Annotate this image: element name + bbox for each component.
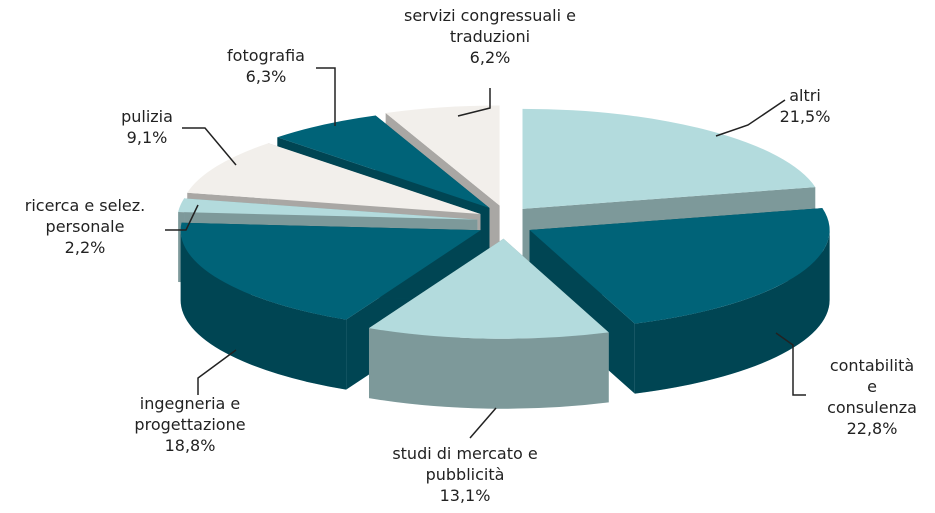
slice-outer-wall xyxy=(634,230,830,394)
value-label: 9,1% xyxy=(126,128,168,147)
slice-top xyxy=(368,238,609,339)
value-label: 2,2% xyxy=(64,238,106,257)
slice-label: ricerca e selez. personale 2,2% xyxy=(25,195,145,258)
slice-top xyxy=(529,208,830,324)
slice-label: ingegneria e progettazione 18,8% xyxy=(134,393,245,456)
value-label: 21,5% xyxy=(779,107,831,126)
leader-line xyxy=(197,349,237,395)
slice-top xyxy=(180,222,481,320)
leader-line xyxy=(182,127,237,166)
slice-outer-wall-shade xyxy=(180,230,347,390)
category-label: ricerca e selez. personale xyxy=(24,196,146,236)
leader-line xyxy=(316,67,336,126)
category-label: ingegneria e progettazione xyxy=(134,394,246,434)
value-label: 18,8% xyxy=(164,436,216,455)
leader-line xyxy=(775,332,806,396)
slice-top xyxy=(187,143,481,214)
slice-outer-wall-shade xyxy=(634,230,830,394)
category-label: contabilità e consulenza xyxy=(827,356,917,417)
category-label: fotografia xyxy=(227,46,305,65)
slice-outer-wall xyxy=(180,230,347,390)
slice-label: altri 21,5% xyxy=(780,85,831,127)
category-label: pulizia xyxy=(121,107,173,126)
category-label: altri xyxy=(789,86,821,105)
value-label: 6,3% xyxy=(245,67,287,86)
slice-label: fotografia 6,3% xyxy=(227,45,305,87)
category-label: studi di mercato e pubblicità xyxy=(392,444,538,484)
slice-outer-wall-shade xyxy=(368,328,609,409)
slice-top xyxy=(522,108,816,209)
slice-label: studi di mercato e pubblicità 13,1% xyxy=(392,443,537,506)
slice-top xyxy=(385,105,500,206)
slice-outer-wall xyxy=(368,328,609,409)
slice xyxy=(368,238,609,409)
slice-top xyxy=(277,115,490,209)
leader-line xyxy=(457,88,491,117)
leader-line xyxy=(165,204,199,231)
slice-top xyxy=(178,198,478,220)
value-label: 13,1% xyxy=(439,486,491,505)
value-label: 22,8% xyxy=(846,419,898,438)
slice-label: contabilità e consulenza 22,8% xyxy=(827,355,917,439)
leader-line xyxy=(715,99,786,137)
slice-label: pulizia 9,1% xyxy=(121,106,173,148)
value-label: 6,2% xyxy=(469,48,511,67)
leader-line xyxy=(469,407,497,439)
slice-label: servizi congressuali e traduzioni 6,2% xyxy=(404,5,576,68)
category-label: servizi congressuali e traduzioni xyxy=(404,6,576,46)
